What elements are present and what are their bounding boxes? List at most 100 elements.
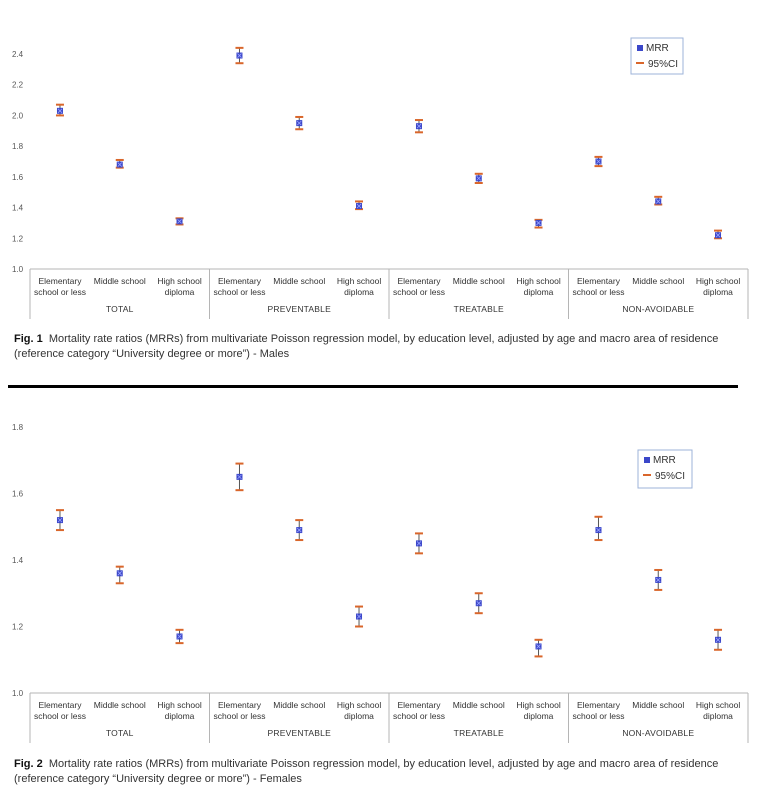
y-tick-label: 2.4 (12, 50, 24, 59)
figure-1: 1.0 1.2 1.4 1.6 1.8 2.0 2.2 2.4 TOTAL Elementary s… (0, 0, 758, 385)
legend-mrr-label: MRR (653, 455, 676, 466)
y-tick-label: 1.0 (12, 689, 24, 698)
y-tick-label: 1.2 (12, 234, 24, 243)
x-category-label: High school (157, 276, 202, 286)
x-category-label: diploma (165, 287, 195, 297)
x-category-label: Middle school (273, 276, 325, 286)
x-category-label: Middle school (453, 700, 505, 710)
mrr-point-mark (117, 571, 123, 576)
y-tick-label: 1.4 (12, 204, 24, 213)
x-category-label: High school (157, 700, 202, 710)
mrr-point-mark (416, 541, 422, 546)
mrr-point-mark (536, 220, 541, 226)
mrr-point-mark (296, 527, 302, 533)
mrr-point-mark (715, 232, 721, 238)
legend-ci-label: 95%CI (655, 471, 685, 482)
x-category-label: Elementary (397, 276, 441, 286)
x-category-label: school or less (572, 711, 624, 721)
x-category-label: High school (337, 276, 382, 286)
mrr-point-mark (655, 199, 661, 204)
legend-box (630, 37, 684, 75)
group-label: NON-AVOIDABLE (622, 728, 694, 738)
x-category-label: diploma (344, 711, 374, 721)
legend-mrr-swatch (644, 457, 650, 463)
group-label: TREATABLE (454, 304, 504, 314)
x-category-label: school or less (34, 711, 86, 721)
figure-divider (8, 385, 738, 388)
x-category-label: school or less (213, 711, 265, 721)
group-label: TOTAL (106, 304, 134, 314)
y-tick-label: 2.0 (12, 111, 24, 120)
group-label: TREATABLE (454, 728, 504, 738)
x-category-label: Elementary (38, 700, 82, 710)
group-label: TOTAL (106, 728, 134, 738)
x-category-label: Middle school (94, 700, 146, 710)
caption-text: Mortality rate ratios (MRRs) from multiv… (14, 333, 719, 360)
x-category-label: High school (516, 276, 561, 286)
mrr-point-mark (296, 120, 302, 126)
x-category-label: school or less (572, 287, 624, 297)
x-category-label: diploma (344, 287, 374, 297)
x-category-label: Elementary (218, 700, 262, 710)
mrr-point-mark (237, 474, 242, 480)
mrr-point-mark (416, 123, 422, 129)
x-category-label: school or less (393, 287, 445, 297)
y-tick-label: 1.0 (12, 265, 24, 274)
mrr-point-mark (237, 53, 242, 58)
y-tick-label: 1.6 (12, 173, 24, 182)
mrr-point-mark (596, 527, 601, 533)
x-category-label: diploma (524, 287, 554, 297)
x-category-label: diploma (703, 287, 733, 297)
caption-figure-1: Fig. 1 Mortality rate ratios (MRRs) from… (14, 332, 749, 362)
x-category-label: Middle school (273, 700, 325, 710)
y-tick-label: 1.4 (12, 556, 24, 565)
mrr-point-mark (57, 517, 63, 523)
x-category-label: High school (696, 700, 741, 710)
x-category-label: Elementary (577, 276, 621, 286)
y-tick-label: 1.8 (12, 142, 24, 151)
legend-box (637, 449, 693, 489)
x-category-label: High school (516, 700, 561, 710)
caption-label: Fig. 2 (14, 758, 43, 770)
caption-text: Mortality rate ratios (MRRs) from multiv… (14, 758, 719, 785)
y-tick-label: 1.8 (12, 423, 24, 432)
legend-mrr-swatch (637, 45, 643, 51)
x-category-label: Middle school (632, 276, 684, 286)
mrr-point-mark (356, 203, 362, 209)
y-tick-label: 1.2 (12, 623, 24, 632)
x-category-label: school or less (393, 711, 445, 721)
mrr-point-mark (655, 577, 661, 583)
caption-figure-2: Fig. 2 Mortality rate ratios (MRRs) from… (14, 757, 749, 787)
x-category-label: diploma (703, 711, 733, 721)
x-category-label: Middle school (632, 700, 684, 710)
group-label: PREVENTABLE (268, 304, 332, 314)
chart-males: 1.01.21.41.61.82.02.22.4TOTALElementarys… (12, 37, 749, 319)
y-tick-label: 2.2 (12, 81, 24, 90)
figure-2: 1.0 1.2 1.4 1.6 1.8 TOTAL Elementary school or … (0, 392, 758, 797)
x-category-label: Elementary (218, 276, 262, 286)
mrr-point-mark (596, 159, 601, 164)
x-category-label: High school (337, 700, 382, 710)
mrr-point-mark (476, 600, 482, 606)
group-label: PREVENTABLE (268, 728, 332, 738)
x-category-label: diploma (524, 711, 554, 721)
x-category-label: school or less (213, 287, 265, 297)
mrr-point-mark (177, 634, 182, 639)
mrr-point-mark (57, 108, 63, 114)
mrr-point-mark (177, 219, 182, 224)
mrr-point-mark (536, 644, 541, 649)
x-category-label: High school (696, 276, 741, 286)
mrr-point-mark (476, 176, 482, 181)
mrr-point-mark (356, 614, 362, 619)
y-tick-label: 1.6 (12, 490, 24, 499)
legend-mrr-label: MRR (646, 43, 669, 54)
mrr-point-mark (715, 637, 721, 643)
x-category-label: Elementary (577, 700, 621, 710)
mrr-point-mark (117, 162, 123, 167)
x-category-label: Middle school (453, 276, 505, 286)
x-category-label: Elementary (38, 276, 82, 286)
caption-label: Fig. 1 (14, 333, 43, 345)
x-category-label: school or less (34, 287, 86, 297)
group-label: NON-AVOIDABLE (622, 304, 694, 314)
